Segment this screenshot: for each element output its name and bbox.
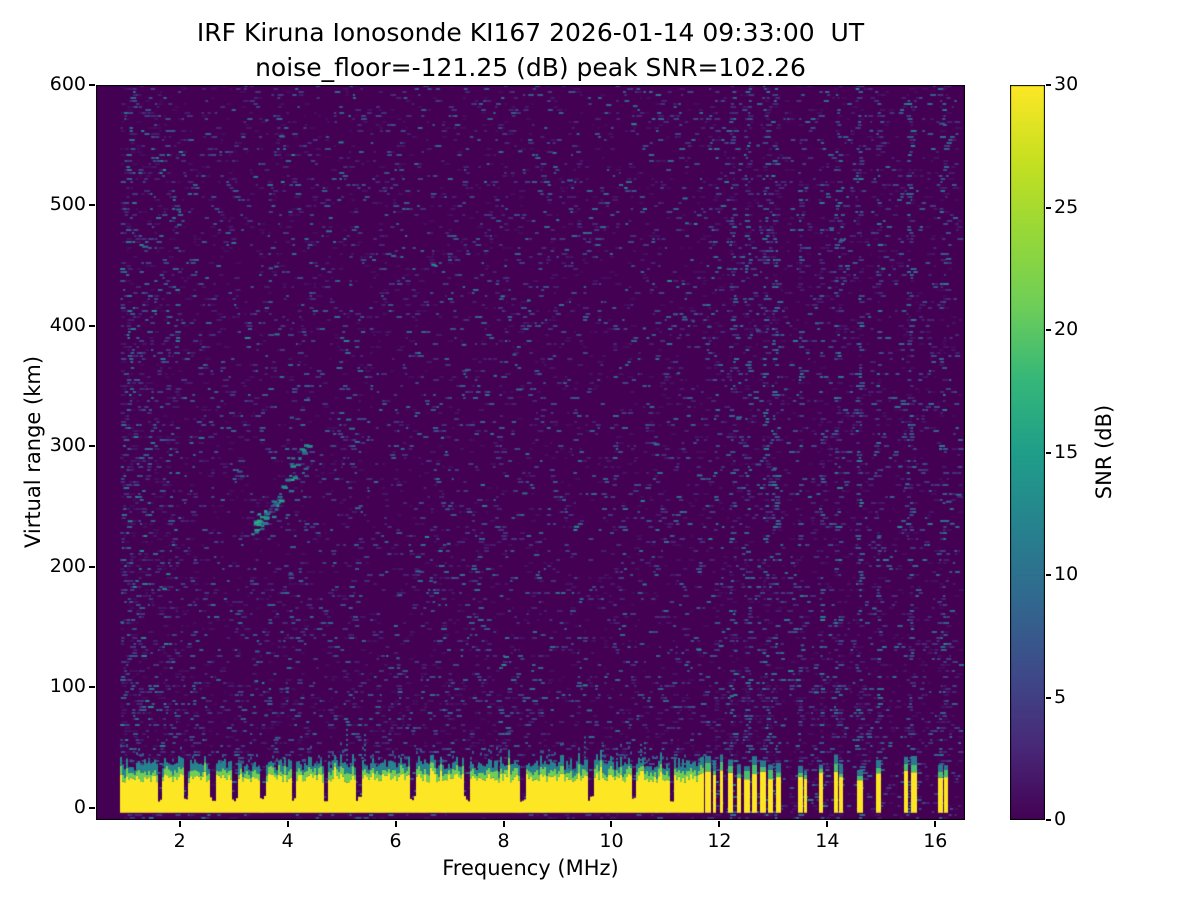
colorbar-tick-label: 0 xyxy=(1054,808,1067,830)
heatmap-canvas xyxy=(96,85,965,820)
x-tick-mark xyxy=(286,821,289,827)
chart-title: IRF Kiruna Ionosonde KI167 2026-01-14 09… xyxy=(196,18,865,47)
colorbar-tick-mark xyxy=(1046,696,1051,699)
colorbar xyxy=(1010,85,1045,820)
y-tick-mark xyxy=(89,84,95,86)
x-tick-label: 16 xyxy=(923,830,948,852)
x-tick-label: 10 xyxy=(599,830,624,852)
colorbar-tick-label: 25 xyxy=(1054,195,1079,218)
colorbar-tick-label: 10 xyxy=(1054,563,1079,585)
x-tick-label: 6 xyxy=(389,830,402,852)
x-tick-mark xyxy=(502,821,505,827)
colorbar-tick-label: 20 xyxy=(1054,318,1079,340)
colorbar-tick-label: 30 xyxy=(1054,73,1079,95)
x-axis-label: Frequency (MHz) xyxy=(442,856,619,880)
colorbar-tick-mark xyxy=(1046,329,1051,331)
y-tick-label: 0 xyxy=(73,795,86,818)
y-tick-mark xyxy=(89,806,95,809)
x-tick-mark xyxy=(934,821,937,827)
x-tick-mark xyxy=(394,821,397,827)
y-tick-label: 100 xyxy=(49,675,86,698)
y-tick-mark xyxy=(89,324,95,327)
y-tick-mark xyxy=(89,445,95,448)
x-tick-label: 4 xyxy=(281,830,294,852)
y-tick-label: 500 xyxy=(49,193,86,216)
y-tick-label: 400 xyxy=(49,313,86,336)
x-tick-mark xyxy=(826,821,829,827)
x-tick-label: 12 xyxy=(707,830,732,852)
x-tick-label: 8 xyxy=(497,830,510,852)
x-tick-mark xyxy=(718,821,721,827)
colorbar-tick-mark xyxy=(1046,206,1051,209)
y-tick-label: 200 xyxy=(49,554,86,577)
y-tick-label: 300 xyxy=(49,434,86,457)
y-tick-mark xyxy=(89,204,95,207)
x-tick-label: 14 xyxy=(815,830,840,852)
colorbar-tick-label: 15 xyxy=(1054,440,1079,463)
x-tick-mark xyxy=(610,821,613,827)
colorbar-tick-label: 5 xyxy=(1054,685,1067,708)
colorbar-tick-mark xyxy=(1046,574,1051,576)
x-tick-label: 2 xyxy=(173,830,186,852)
chart-subtitle: noise_floor=-121.25 (dB) peak SNR=102.26 xyxy=(255,53,806,82)
y-tick-label: 600 xyxy=(49,73,86,95)
y-tick-mark xyxy=(89,565,95,568)
x-tick-mark xyxy=(178,821,181,827)
colorbar-tick-mark xyxy=(1046,84,1051,86)
colorbar-tick-mark xyxy=(1046,819,1051,821)
y-tick-mark xyxy=(89,686,95,689)
colorbar-tick-mark xyxy=(1046,451,1051,454)
